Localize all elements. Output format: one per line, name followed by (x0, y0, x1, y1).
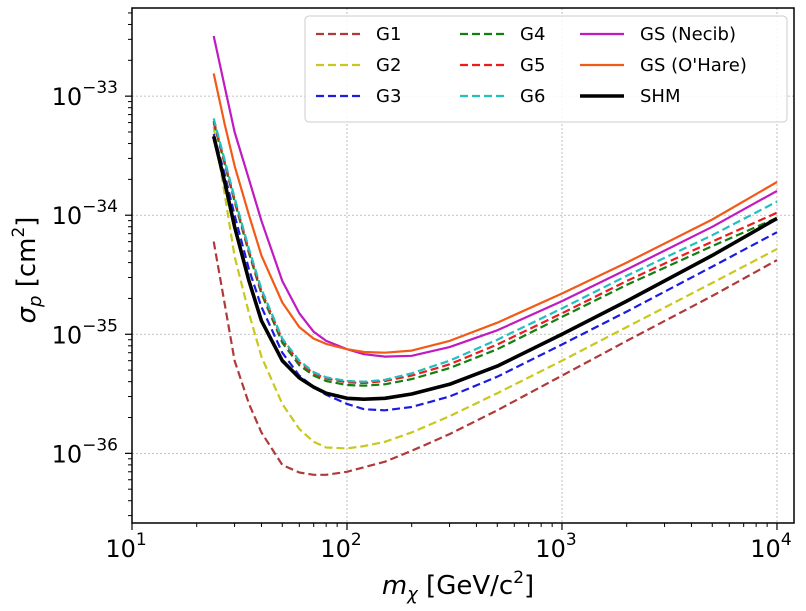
legend-label: GS (Necib) (640, 24, 736, 45)
y-tick-label: 10−33 (52, 78, 118, 111)
series-lines (211, 35, 778, 476)
plot-frame (131, 7, 795, 524)
x-tick-label: 104 (750, 530, 791, 563)
legend: G1 G2 G3 G4 G5 G6 GS (Necib) GS (O'Hare) SHM (304, 15, 788, 123)
x-axis-label: mχ [GeV/c2] (382, 568, 534, 605)
series-line-gs-o-hare (212, 73, 778, 354)
legend-label: G5 (520, 55, 545, 76)
legend-label: G1 (376, 24, 401, 45)
x-tick-label: 103 (535, 530, 576, 563)
series-line-g5 (212, 120, 778, 385)
x-tick-label: 101 (105, 530, 146, 563)
y-tick-label: 10−35 (52, 316, 118, 349)
y-axis-label: σp [cm2] (9, 217, 46, 324)
legend-label: G4 (520, 24, 545, 45)
legend-label: SHM (640, 86, 681, 107)
legend-box (304, 15, 788, 123)
legend-label: G6 (520, 86, 545, 107)
y-tick-label: 10−36 (52, 435, 118, 468)
series-line-g3 (212, 133, 778, 412)
series-line-g2 (212, 126, 778, 450)
series-line-g1 (212, 241, 778, 476)
y-tick-label: 10−34 (52, 197, 118, 230)
legend-label: GS (O'Hare) (640, 55, 747, 76)
series-line-shm (211, 135, 778, 402)
x-tick-label: 102 (320, 530, 361, 563)
legend-label: G2 (376, 55, 401, 76)
series-line-g6 (212, 118, 778, 383)
legend-label: G3 (376, 86, 401, 107)
axis-ticks: 101 102 103 104 10−36 10−35 10−34 10−33 (52, 12, 792, 563)
series-line-g4 (212, 122, 778, 387)
